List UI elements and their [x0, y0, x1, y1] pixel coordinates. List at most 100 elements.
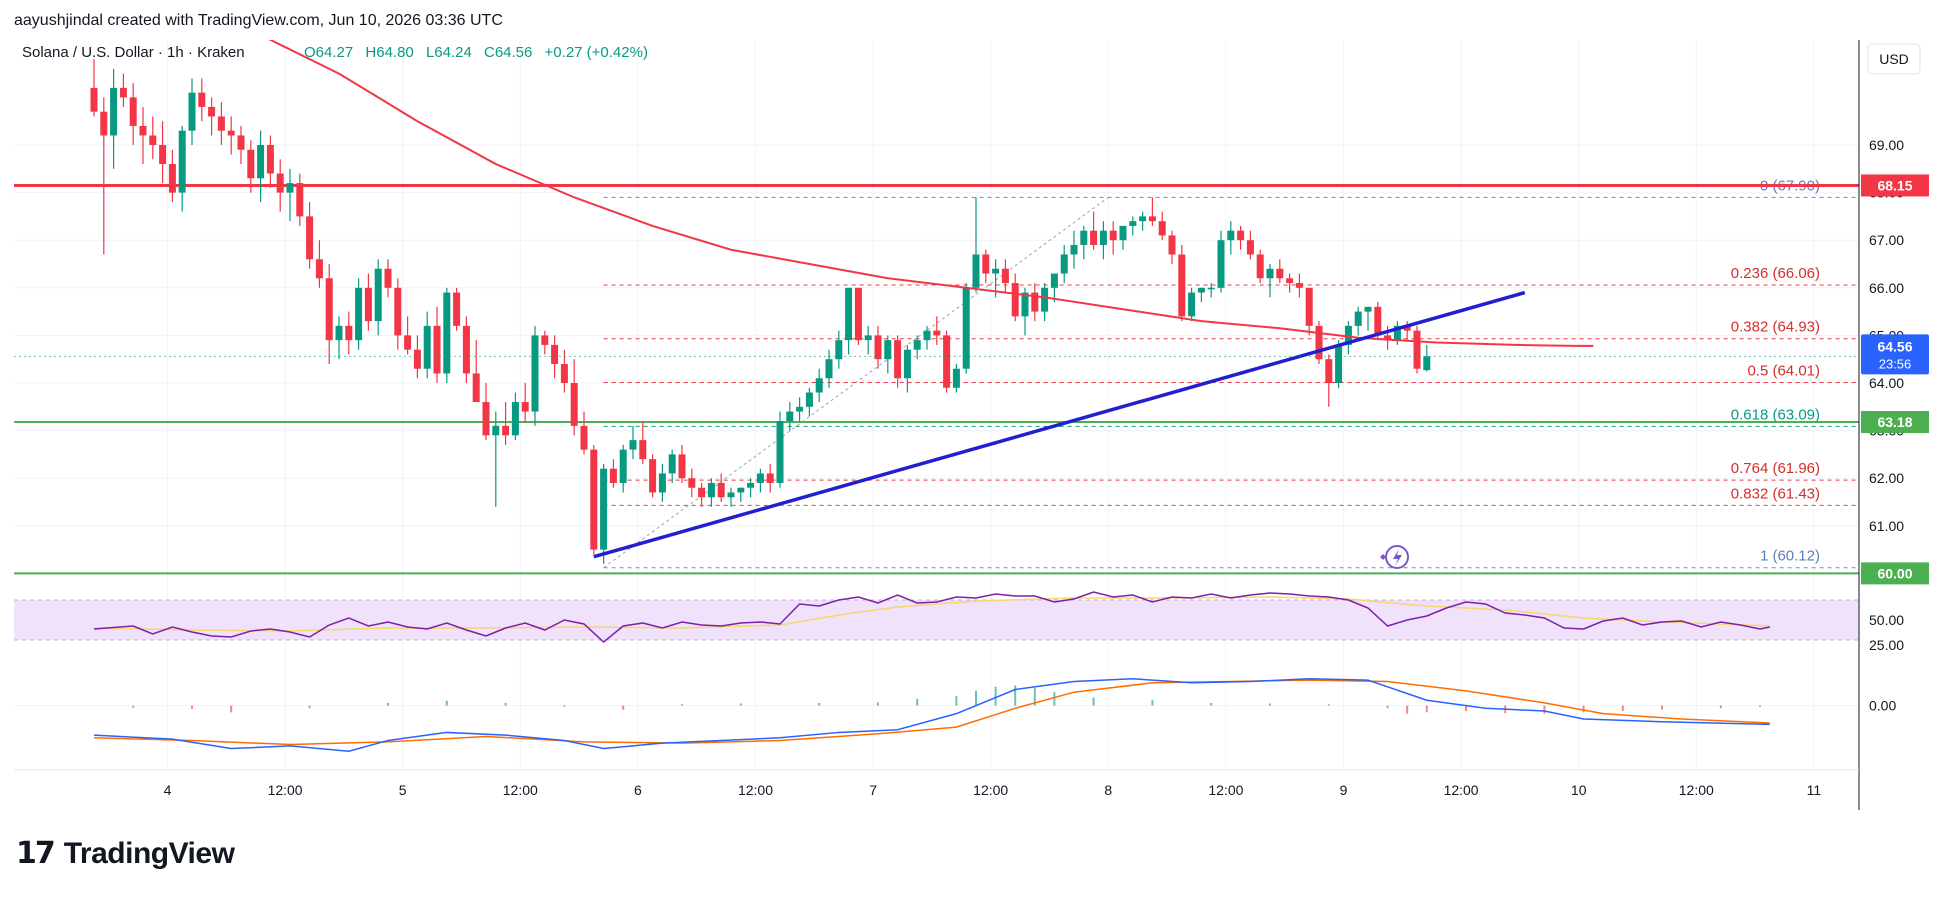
candle-body	[1276, 268, 1284, 279]
candle-body	[110, 87, 118, 136]
candle-body	[511, 402, 519, 436]
rsi-pane	[14, 591, 1859, 643]
candle-body	[825, 359, 833, 379]
candle-body	[933, 330, 941, 336]
fib-level-label: 0.618 (63.09)	[1731, 406, 1820, 423]
candle-body	[629, 440, 637, 450]
candle-body	[786, 411, 794, 422]
candle-body	[658, 473, 666, 493]
macd-zero-label: 0.00	[1869, 698, 1896, 714]
macd-histogram-bar	[1543, 705, 1546, 714]
y-tick-label: 67.00	[1869, 232, 1904, 248]
x-tick-label: 9	[1340, 782, 1348, 798]
candle-body	[315, 259, 323, 279]
macd-histogram-bar	[1269, 703, 1271, 706]
rsi-line[interactable]	[93, 591, 1770, 643]
x-tick-label: 7	[869, 782, 877, 798]
candle-body	[482, 402, 490, 436]
currency-label[interactable]: USD	[1879, 51, 1909, 67]
ohlc-change: +0.27 (+0.42%)	[545, 44, 648, 61]
candle-body	[756, 473, 764, 483]
candle-body	[423, 325, 431, 369]
candle-body	[139, 125, 147, 136]
candle-body	[835, 340, 843, 360]
moving-average-line[interactable]	[261, 40, 1594, 347]
macd-histogram-bar	[877, 702, 879, 706]
x-tick-label: 12:00	[1444, 782, 1479, 798]
candle-body	[962, 287, 970, 369]
tradingview-logo-text: TradingView	[63, 836, 235, 870]
candle-body	[394, 287, 402, 336]
candle-body	[492, 425, 500, 436]
macd-histogram-bar	[445, 700, 448, 706]
candle-body	[649, 459, 657, 493]
candle-body	[952, 368, 960, 388]
candle-body	[1119, 225, 1127, 241]
candle-body	[560, 363, 568, 383]
support-price-tag	[1861, 411, 1929, 434]
candle-body	[119, 87, 127, 98]
macd-line[interactable]	[93, 678, 1770, 752]
trendline[interactable]	[593, 290, 1526, 559]
candle-body	[453, 292, 461, 326]
candle-body	[149, 135, 157, 145]
candle-body	[384, 268, 392, 288]
candle-body	[874, 335, 882, 360]
macd-histogram-bar	[1621, 705, 1624, 711]
x-tick-label: 11	[1807, 782, 1822, 798]
candle-body	[1080, 230, 1088, 245]
horizontal-levels	[14, 183, 1859, 575]
macd-histogram-bar	[1151, 700, 1154, 706]
candle-body	[1403, 325, 1411, 331]
candle-body	[1413, 330, 1421, 369]
symbol-title[interactable]: Solana / U.S. Dollar · 1h · Kraken	[22, 44, 245, 61]
ohlc-low: L64.24	[426, 44, 472, 61]
candle-body	[129, 97, 137, 126]
candle-body	[159, 145, 167, 165]
trendline-layer	[593, 290, 1526, 559]
ohlc-values: O64.27 H64.80 L64.24 C64.56 +0.27 (+0.42…	[304, 44, 648, 61]
candle-body	[1129, 221, 1137, 226]
candle-body	[374, 268, 382, 322]
last-price-tag	[1861, 334, 1929, 375]
chart-frame[interactable]: 0 (67.90) 0.236 (66.06) 0.382 (64.93) 0.5 (…	[14, 40, 1936, 810]
candle-body	[472, 373, 480, 403]
tradingview-logo-icon: 17	[16, 836, 56, 871]
candle-body	[1423, 356, 1431, 371]
candle-body	[1354, 311, 1362, 326]
macd-histogram-bar	[1327, 704, 1330, 706]
candle-body	[678, 454, 686, 479]
candle-body	[217, 116, 225, 131]
rsi-band	[14, 600, 1859, 640]
y-tick-label: 69.00	[1869, 137, 1904, 153]
macd-histogram-bar	[230, 705, 233, 713]
fib-guide-line	[603, 196, 1109, 569]
macd-histogram-bar	[308, 705, 311, 709]
candle-body	[1188, 292, 1196, 317]
price-chart[interactable]: 0 (67.90)0.236 (66.06)0.382 (64.93)0.5 (…	[14, 40, 1936, 810]
candle-body	[747, 482, 755, 488]
tradingview-logo[interactable]: 17 TradingView	[16, 836, 235, 871]
x-tick-label: 12:00	[503, 782, 538, 798]
macd-histogram-bar	[1582, 705, 1585, 713]
macd-histogram-bar	[975, 690, 977, 706]
macd-histogram-bar	[1406, 705, 1409, 714]
fib-level-label: 0.5 (64.01)	[1747, 363, 1820, 380]
macd-histogram-bar	[1425, 705, 1428, 713]
macd-histogram-bar	[1465, 705, 1467, 711]
candle-body	[1315, 325, 1323, 360]
x-tick-label: 12:00	[1679, 782, 1714, 798]
replay-icon[interactable]	[1380, 545, 1409, 569]
candle-body	[1374, 306, 1382, 336]
currency-button[interactable]: USD	[1867, 43, 1921, 75]
fib-level-label: 0.832 (61.43)	[1731, 485, 1820, 502]
candle-body	[188, 92, 196, 131]
candle-body	[100, 111, 108, 136]
candle-body	[1335, 344, 1343, 383]
macd-histogram-bar	[818, 702, 821, 706]
macd-histogram-bar	[1759, 705, 1761, 707]
candle-body	[541, 335, 549, 345]
candle-body	[364, 287, 372, 322]
candle-body	[531, 335, 539, 412]
candle-body	[1139, 216, 1147, 222]
